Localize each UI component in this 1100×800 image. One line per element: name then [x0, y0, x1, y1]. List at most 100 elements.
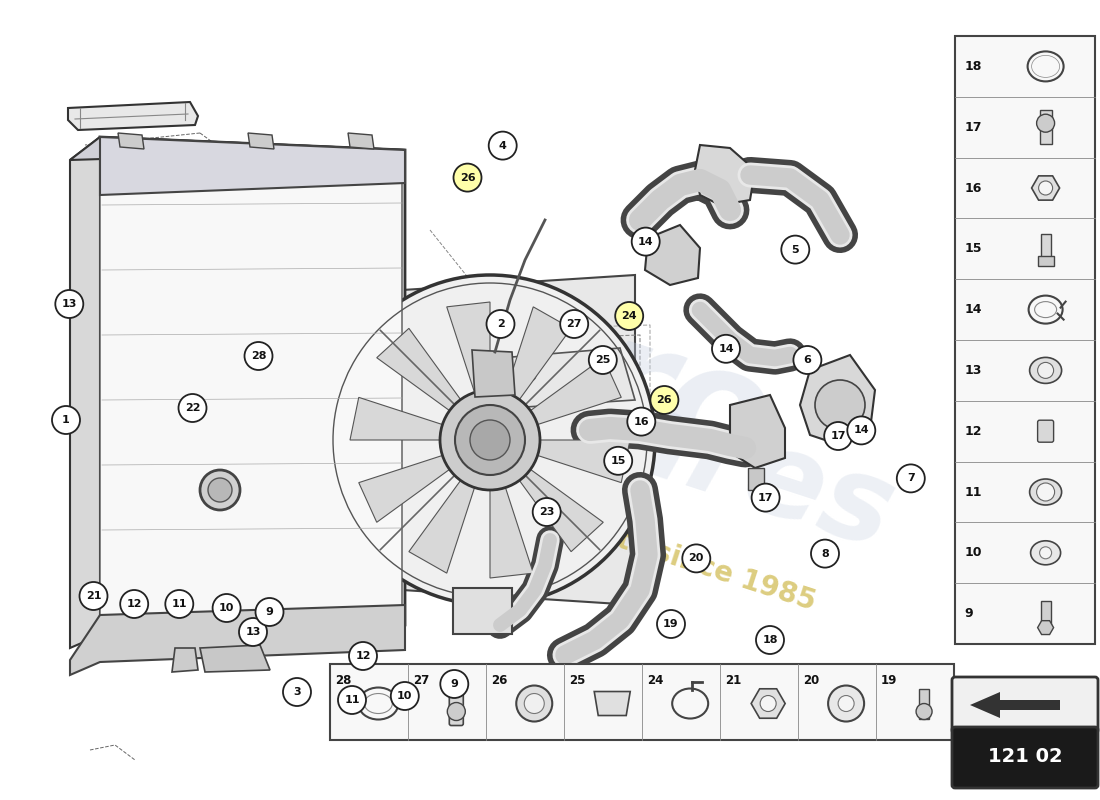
Polygon shape [500, 348, 635, 408]
Circle shape [455, 405, 525, 475]
Text: 18: 18 [965, 60, 982, 73]
Text: 9: 9 [265, 607, 274, 617]
Text: 28: 28 [251, 351, 266, 361]
Text: 26: 26 [657, 395, 672, 405]
Circle shape [516, 686, 552, 722]
Text: 21: 21 [725, 674, 741, 687]
Text: 25: 25 [569, 674, 585, 687]
Text: 121 02: 121 02 [988, 747, 1063, 766]
Circle shape [824, 422, 852, 450]
Circle shape [324, 275, 654, 605]
Circle shape [1037, 362, 1054, 378]
Polygon shape [1032, 176, 1059, 200]
Polygon shape [200, 645, 270, 672]
Polygon shape [324, 275, 635, 605]
Text: 12: 12 [355, 651, 371, 661]
Circle shape [470, 420, 510, 460]
Polygon shape [447, 302, 490, 404]
Circle shape [524, 369, 536, 381]
Polygon shape [594, 691, 630, 715]
Circle shape [588, 346, 617, 374]
Circle shape [208, 478, 232, 502]
Text: 14: 14 [854, 426, 869, 435]
Circle shape [532, 498, 561, 526]
FancyBboxPatch shape [920, 689, 929, 718]
Text: 24: 24 [647, 674, 663, 687]
Circle shape [657, 610, 685, 638]
Text: 17: 17 [965, 121, 982, 134]
Text: euro: euro [371, 238, 790, 502]
Circle shape [120, 590, 148, 618]
Circle shape [838, 695, 854, 711]
Text: 9: 9 [965, 607, 974, 620]
Text: 19: 19 [663, 619, 679, 629]
Circle shape [1040, 547, 1052, 558]
Text: 15: 15 [965, 242, 982, 255]
Text: 1: 1 [62, 415, 70, 425]
Circle shape [781, 235, 810, 264]
Text: 22: 22 [185, 403, 200, 413]
Text: 24: 24 [621, 311, 637, 321]
Text: 23: 23 [539, 507, 554, 517]
Circle shape [55, 290, 84, 318]
FancyBboxPatch shape [1041, 601, 1050, 626]
Polygon shape [100, 157, 402, 625]
Text: 9: 9 [450, 679, 459, 689]
Circle shape [283, 678, 311, 706]
Polygon shape [359, 453, 460, 522]
Polygon shape [730, 395, 785, 468]
Circle shape [712, 334, 740, 363]
Circle shape [627, 408, 656, 435]
Polygon shape [172, 648, 198, 672]
Polygon shape [800, 355, 874, 445]
Circle shape [440, 670, 469, 698]
Circle shape [847, 416, 876, 445]
Polygon shape [528, 440, 630, 482]
FancyBboxPatch shape [1037, 420, 1054, 442]
Text: 5: 5 [792, 245, 799, 254]
Ellipse shape [1030, 479, 1062, 505]
Text: 27: 27 [566, 319, 582, 329]
FancyBboxPatch shape [449, 682, 463, 726]
Text: 15: 15 [610, 456, 626, 466]
Circle shape [793, 346, 822, 374]
Text: 18: 18 [762, 635, 778, 645]
Circle shape [560, 310, 588, 338]
Circle shape [815, 380, 865, 430]
Circle shape [52, 406, 80, 434]
Text: 10: 10 [397, 691, 412, 701]
Ellipse shape [1031, 541, 1060, 565]
Circle shape [338, 686, 366, 714]
Polygon shape [695, 145, 755, 205]
Text: 2: 2 [496, 319, 505, 329]
Polygon shape [970, 692, 1060, 718]
FancyBboxPatch shape [1041, 234, 1050, 264]
FancyBboxPatch shape [1037, 256, 1054, 266]
Text: 16: 16 [634, 417, 649, 426]
Text: 11: 11 [965, 486, 982, 498]
Circle shape [631, 227, 660, 256]
Text: 14: 14 [718, 344, 734, 354]
Polygon shape [751, 689, 785, 718]
Circle shape [751, 483, 780, 512]
Text: 11: 11 [172, 599, 187, 609]
Text: 20: 20 [803, 674, 820, 687]
Circle shape [453, 164, 482, 192]
Text: 21: 21 [86, 591, 101, 601]
Text: 10: 10 [965, 546, 982, 559]
Text: 19: 19 [881, 674, 898, 687]
FancyBboxPatch shape [330, 664, 954, 740]
Circle shape [488, 131, 517, 160]
Polygon shape [248, 133, 274, 149]
Text: 17: 17 [830, 431, 846, 441]
Text: 26: 26 [460, 173, 475, 182]
Circle shape [255, 598, 284, 626]
Circle shape [896, 464, 925, 492]
Circle shape [239, 618, 267, 646]
Circle shape [349, 642, 377, 670]
FancyBboxPatch shape [952, 677, 1098, 733]
Text: 17: 17 [758, 493, 773, 502]
Text: 11: 11 [344, 695, 360, 705]
Circle shape [682, 544, 711, 573]
Polygon shape [70, 605, 405, 675]
